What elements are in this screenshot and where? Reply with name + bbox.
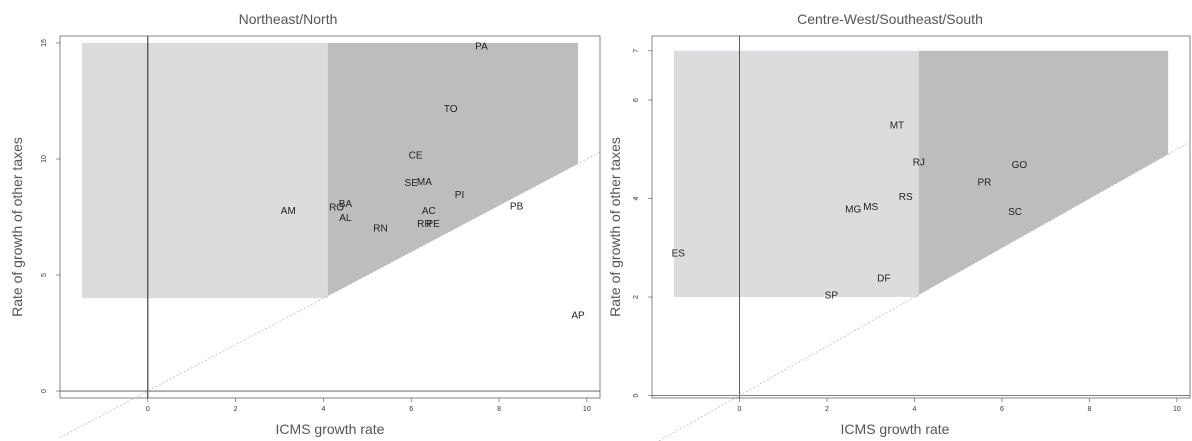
- data-point-label: RJ: [913, 158, 925, 169]
- data-point-label: RR: [417, 219, 431, 230]
- data-point-label: AC: [422, 206, 436, 217]
- data-point-label: DF: [877, 273, 890, 284]
- y-axis-label: Rate of growth of other taxes: [9, 137, 25, 317]
- x-axis-label: ICMS growth rate: [841, 421, 950, 437]
- data-point-label: SE: [405, 178, 419, 189]
- y-tick-label: 5: [41, 273, 48, 277]
- data-point-label: SP: [825, 291, 839, 302]
- data-point-label: ES: [672, 249, 686, 260]
- data-point-label: MA: [417, 177, 432, 188]
- data-point-label: AM: [281, 206, 296, 217]
- light-shaded-region: [673, 50, 919, 298]
- x-tick-label: 2: [234, 406, 238, 413]
- chart-panel-northeast-north: Northeast/North 0 2 4 6 8 10 0 5 10 15 ICMS growth …: [9, 11, 601, 438]
- data-point-label: PI: [455, 190, 464, 201]
- chart-panel-centre-west-southeast-south: Centre-West/Southeast/South 0 2 4 6 8 10 0 2 4 6 7 I…: [607, 11, 1191, 441]
- data-point-label: PE: [426, 219, 440, 230]
- x-tick-label: 6: [409, 406, 413, 413]
- y-tick-label: 4: [633, 196, 640, 200]
- data-point-label: RN: [373, 223, 387, 234]
- data-point-label: MG: [845, 204, 861, 215]
- x-tick-label: 6: [1000, 406, 1004, 413]
- data-point-label: RO: [329, 203, 344, 214]
- plot-frame: [59, 35, 601, 399]
- diagonal-reference-line: [59, 151, 601, 438]
- data-point-label: PR: [977, 177, 991, 188]
- data-point-label: BA: [339, 199, 353, 210]
- data-point-label: PA: [475, 41, 488, 52]
- x-tick-label: 8: [497, 406, 501, 413]
- x-tick-label: 4: [912, 406, 916, 413]
- data-point-label: TO: [444, 104, 458, 115]
- y-tick-label: 7: [633, 49, 640, 53]
- data-point-label: AL: [339, 213, 352, 224]
- data-point-label: MT: [890, 121, 904, 132]
- data-point-label: CE: [409, 150, 423, 161]
- light-shaded-region: [81, 42, 328, 299]
- y-tick-label: 0: [41, 389, 48, 393]
- x-tick-label: 8: [1087, 406, 1091, 413]
- x-tick-label: 0: [738, 406, 742, 413]
- data-point-label: RS: [899, 192, 913, 203]
- chart-title: Northeast/North: [239, 11, 338, 27]
- x-tick-label: 0: [146, 406, 150, 413]
- data-point-label: AP: [571, 310, 585, 321]
- x-tick-label: 2: [825, 406, 829, 413]
- y-tick-label: 0: [633, 393, 640, 397]
- data-point-label: MS: [863, 202, 878, 213]
- x-axis-label: ICMS growth rate: [276, 421, 385, 437]
- chart-title: Centre-West/Southeast/South: [797, 11, 983, 27]
- dark-shaded-region: [918, 50, 1169, 295]
- diagonal-reference-line: [657, 141, 1191, 441]
- data-point-label: GO: [1012, 160, 1028, 171]
- plot-frame: [651, 35, 1191, 399]
- y-axis-label: Rate of growth of other taxes: [607, 137, 623, 317]
- x-tick-label: 10: [1173, 406, 1181, 413]
- dark-shaded-region: [327, 42, 579, 296]
- data-point-label: SC: [1008, 207, 1022, 218]
- y-tick-label: 15: [41, 39, 48, 47]
- data-point-label: PB: [510, 201, 524, 212]
- x-tick-label: 4: [321, 406, 325, 413]
- y-tick-label: 6: [633, 98, 640, 102]
- y-tick-label: 2: [633, 295, 640, 299]
- x-tick-label: 10: [583, 406, 591, 413]
- y-tick-label: 10: [41, 155, 48, 163]
